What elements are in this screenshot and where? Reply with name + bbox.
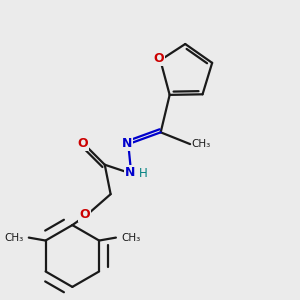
Text: N: N <box>122 137 132 150</box>
Text: CH₃: CH₃ <box>121 232 140 243</box>
Text: O: O <box>77 137 88 150</box>
Text: O: O <box>80 208 90 221</box>
Text: O: O <box>154 52 164 65</box>
Text: CH₃: CH₃ <box>192 139 211 149</box>
Text: CH₃: CH₃ <box>4 232 23 243</box>
Text: H: H <box>139 167 147 180</box>
Text: N: N <box>124 167 135 179</box>
